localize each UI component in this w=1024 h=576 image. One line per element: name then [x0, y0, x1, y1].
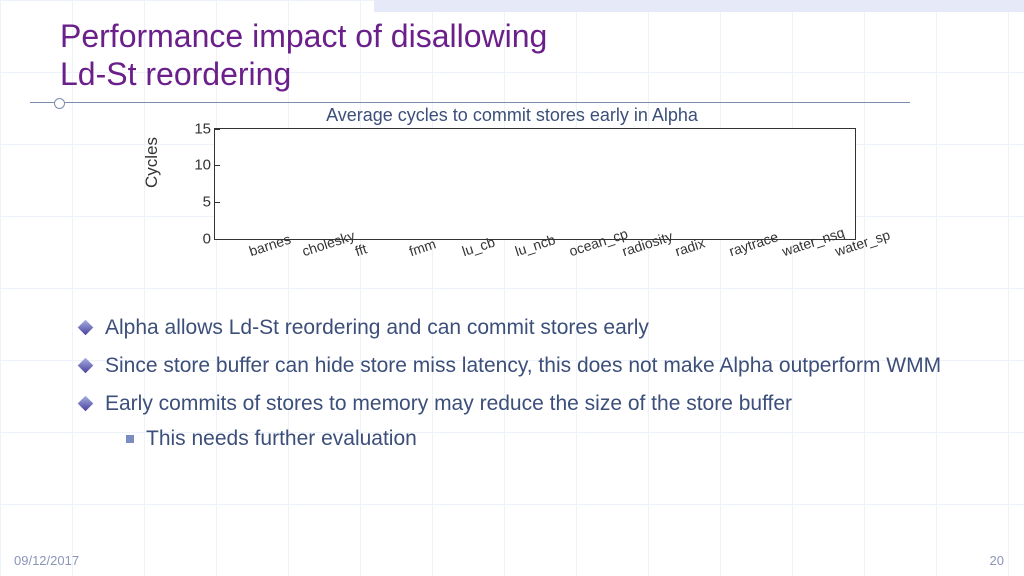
- bullet-item: Since store buffer can hide store miss l…: [80, 352, 954, 380]
- sub-bullet-text: This needs further evaluation: [146, 425, 417, 453]
- bullet-text: Alpha allows Ld-St reordering and can co…: [105, 314, 649, 342]
- xlabel-slot: radiosity: [593, 240, 646, 300]
- chart-yticks: 051015: [175, 129, 211, 239]
- bullet-item: Alpha allows Ld-St reordering and can co…: [80, 314, 954, 342]
- bar-chart: Cycles 051015 barnescholeskyfftfmmlu_cbl…: [162, 128, 862, 300]
- xlabel-fft: fft: [353, 240, 369, 259]
- square-icon: [126, 435, 134, 443]
- ytick-label: 15: [175, 120, 211, 137]
- xlabel-slot: lu_ncb: [487, 240, 540, 300]
- underline-circle-icon: [54, 98, 65, 109]
- chart-plot: 051015: [214, 128, 856, 240]
- sub-bullet-item: This needs further evaluation: [126, 425, 954, 453]
- title-underline: [30, 102, 910, 103]
- xlabel-slot: fmm: [380, 240, 433, 300]
- diamond-icon: [78, 358, 94, 374]
- ytick-label: 10: [175, 157, 211, 174]
- bullet-text: Early commits of stores to memory may re…: [105, 390, 792, 418]
- xlabel-slot: water_sp: [807, 240, 860, 300]
- chart-bars: [215, 129, 855, 239]
- xlabel-slot: radix: [647, 240, 700, 300]
- page-title: Performance impact of disallowing Ld-St …: [60, 18, 964, 94]
- title-line1: Performance impact of disallowing: [60, 18, 547, 54]
- xlabel-slot: water_nsq: [753, 240, 806, 300]
- bullet-list: Alpha allows Ld-St reordering and can co…: [80, 314, 954, 453]
- chart-ylabel: Cycles: [142, 136, 162, 187]
- footer-page: 20: [990, 553, 1004, 568]
- footer-date: 09/12/2017: [14, 553, 79, 568]
- ytick-label: 5: [175, 193, 211, 210]
- xlabel-slot: barnes: [220, 240, 273, 300]
- title-line2: Ld-St reordering: [60, 56, 291, 92]
- xlabel-slot: lu_cb: [433, 240, 486, 300]
- xlabel-slot: ocean_cp: [540, 240, 593, 300]
- ytick-label: 0: [175, 230, 211, 247]
- xlabel-slot: raytrace: [700, 240, 753, 300]
- xlabel-slot: fft: [327, 240, 380, 300]
- chart-xticks: barnescholeskyfftfmmlu_cblu_ncbocean_cpr…: [214, 240, 866, 300]
- xlabel-slot: cholesky: [273, 240, 326, 300]
- bullet-text: Since store buffer can hide store miss l…: [105, 352, 941, 380]
- diamond-icon: [78, 396, 94, 412]
- diamond-icon: [78, 319, 94, 335]
- bullet-item: Early commits of stores to memory may re…: [80, 390, 954, 418]
